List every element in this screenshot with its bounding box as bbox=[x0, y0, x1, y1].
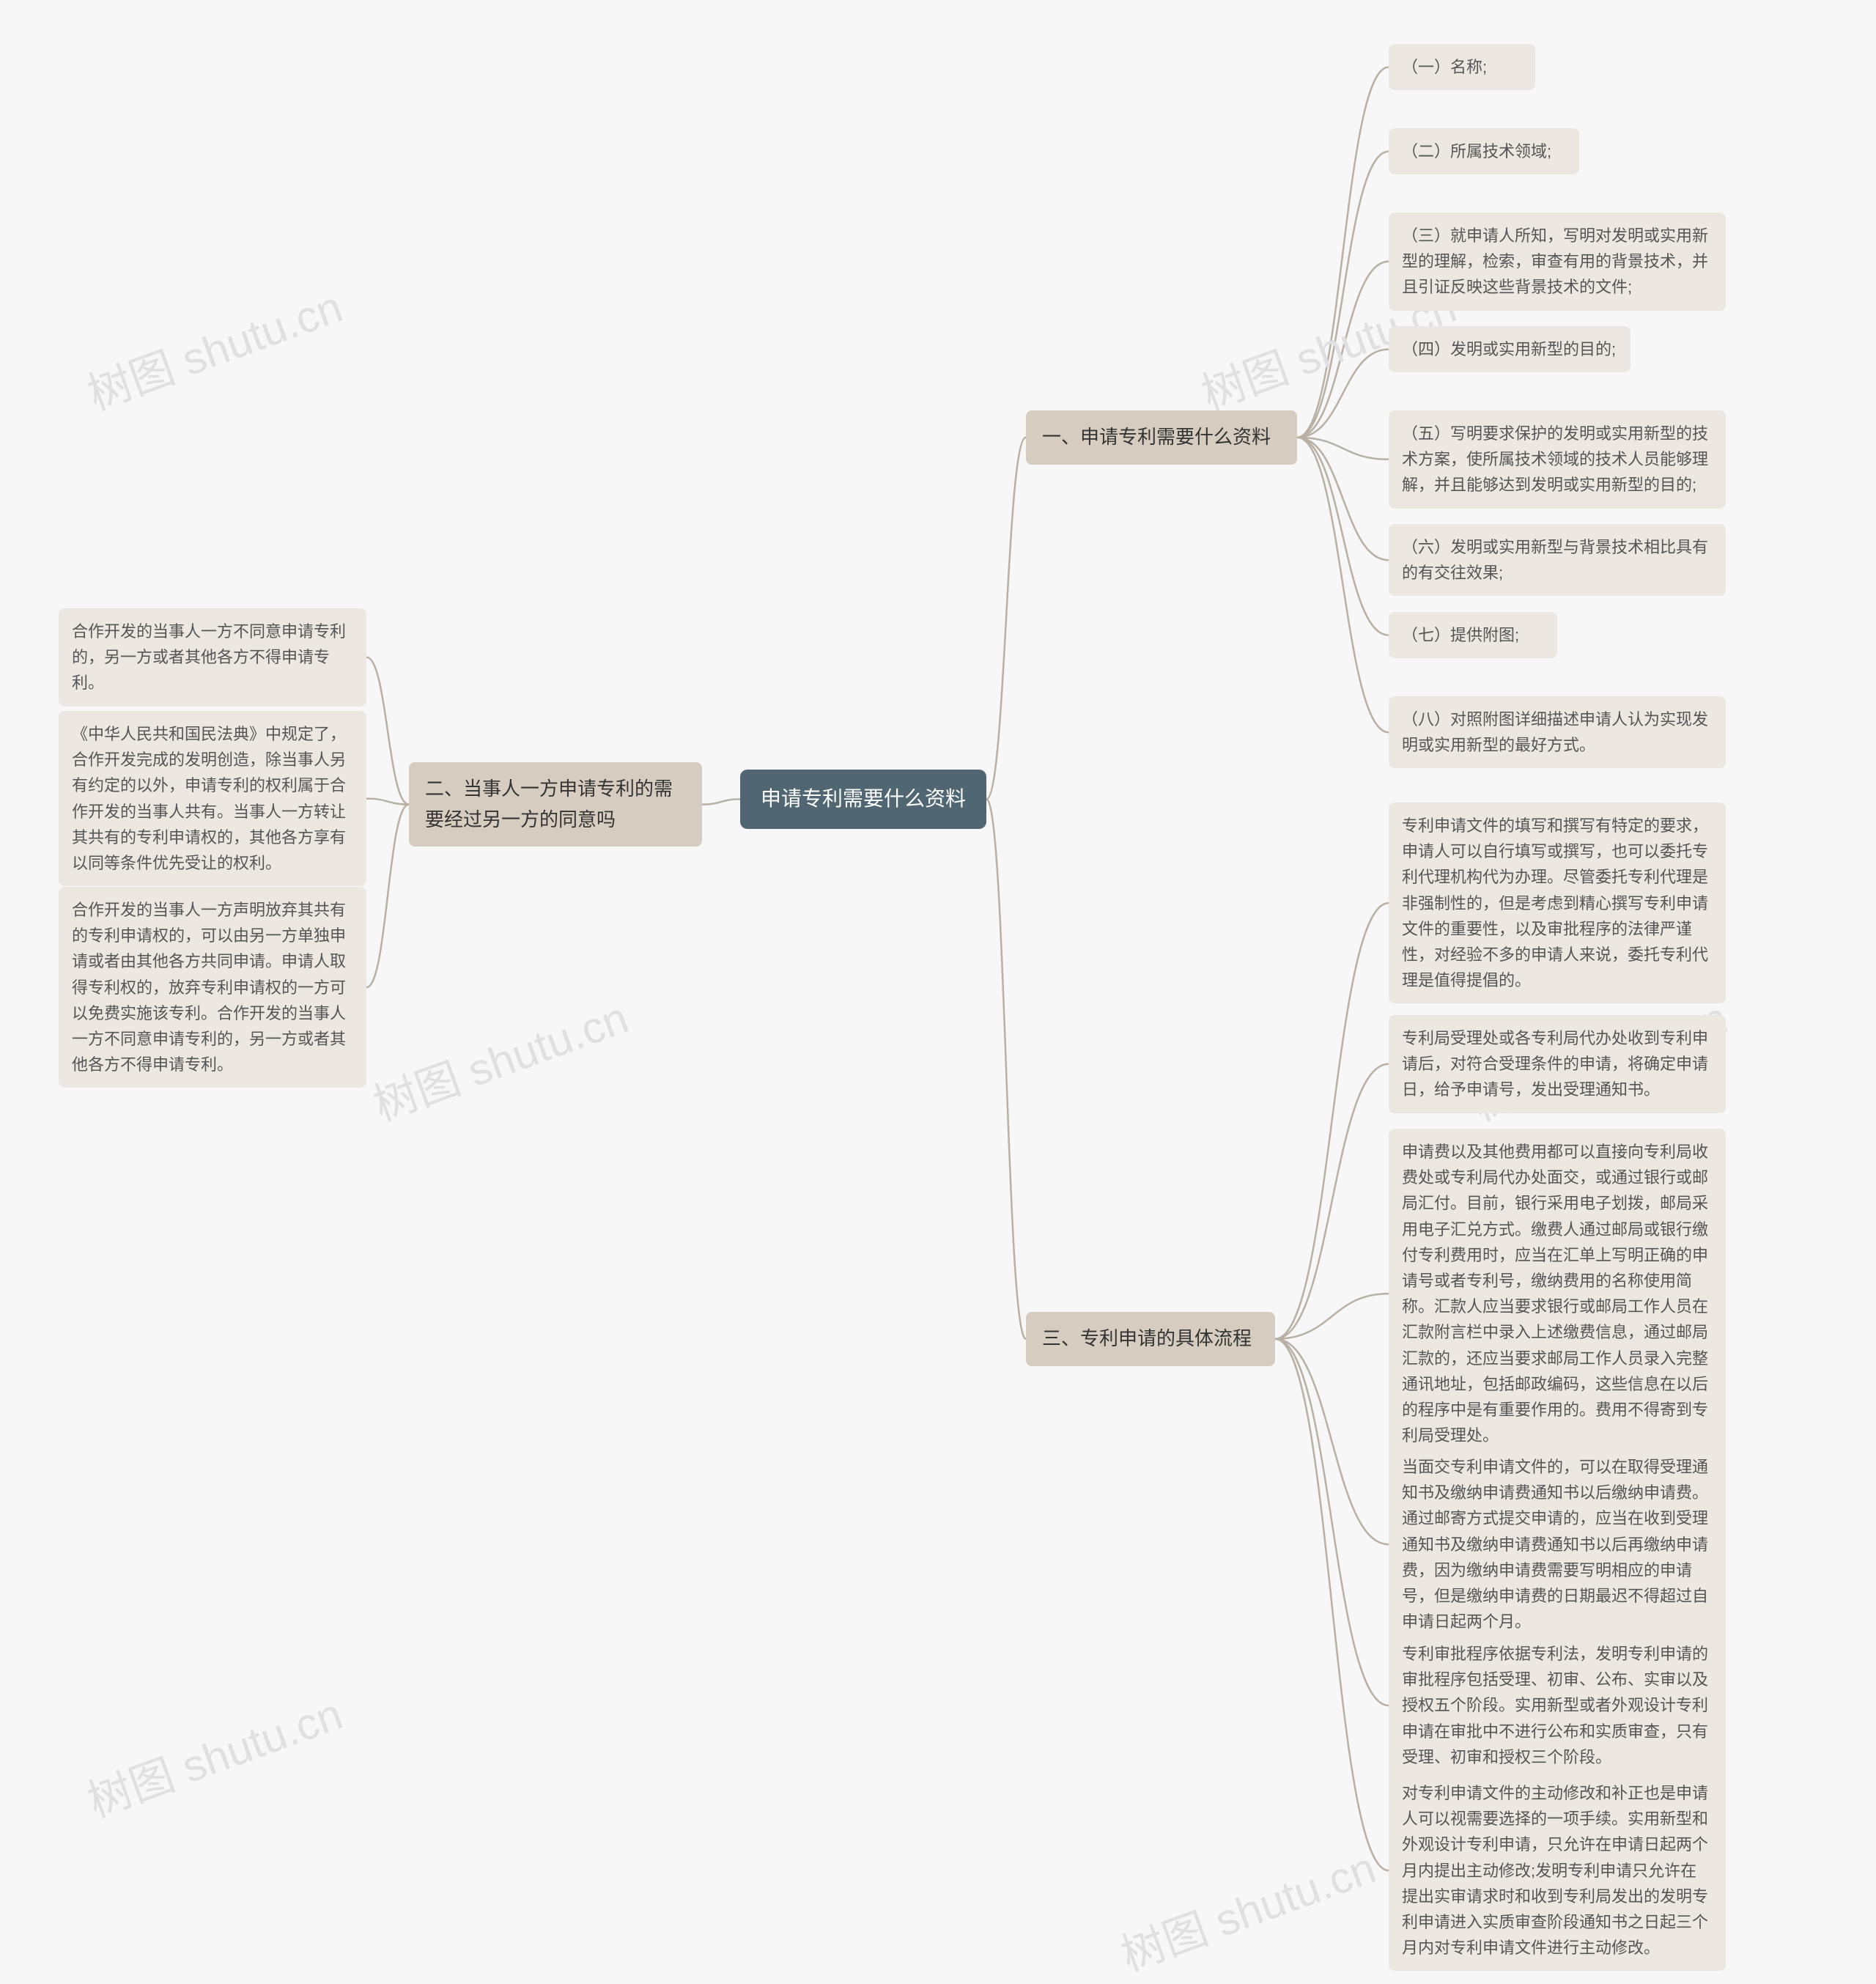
watermark: 树图 shutu.cn bbox=[78, 271, 350, 422]
leaf-node: 专利审批程序依据专利法，发明专利申请的审批程序包括受理、初审、公布、实审以及授权… bbox=[1389, 1631, 1726, 1780]
leaf-node: 《中华人民共和国民法典》中规定了，合作开发完成的发明创造，除当事人另有约定的以外… bbox=[59, 711, 366, 886]
leaf-node: （六）发明或实用新型与背景技术相比具有的有交往效果; bbox=[1389, 524, 1726, 596]
branch-node: 二、当事人一方申请专利的需要经过另一方的同意吗 bbox=[409, 762, 702, 847]
leaf-node: （一）名称; bbox=[1389, 44, 1535, 90]
branch-node: 三、专利申请的具体流程 bbox=[1026, 1312, 1275, 1366]
watermark: 树图 shutu.cn bbox=[78, 1678, 350, 1829]
leaf-node: （五）写明要求保护的发明或实用新型的技术方案，使所属技术领域的技术人员能够理解，… bbox=[1389, 410, 1726, 509]
leaf-node: 专利局受理处或各专利局代办处收到专利申请后，对符合受理条件的申请，将确定申请日，… bbox=[1389, 1015, 1726, 1113]
leaf-node: （七）提供附图; bbox=[1389, 612, 1557, 658]
root-node: 申请专利需要什么资料 bbox=[740, 770, 986, 829]
leaf-node: （二）所属技术领域; bbox=[1389, 128, 1579, 174]
leaf-node: 专利申请文件的填写和撰写有特定的要求，申请人可以自行填写或撰写，也可以委托专利代… bbox=[1389, 803, 1726, 1003]
leaf-node: 合作开发的当事人一方不同意申请专利的，另一方或者其他各方不得申请专利。 bbox=[59, 608, 366, 707]
watermark: 树图 shutu.cn bbox=[1111, 1832, 1383, 1983]
watermark: 树图 shutu.cn bbox=[363, 982, 635, 1133]
leaf-node: 当面交专利申请文件的，可以在取得受理通知书及缴纳申请费通知书以后缴纳申请费。通过… bbox=[1389, 1444, 1726, 1645]
leaf-node: 申请费以及其他费用都可以直接向专利局收费处或专利局代办处面交，或通过银行或邮局汇… bbox=[1389, 1129, 1726, 1459]
leaf-node: （四）发明或实用新型的目的; bbox=[1389, 326, 1631, 372]
leaf-node: （八）对照附图详细描述申请人认为实现发明或实用新型的最好方式。 bbox=[1389, 696, 1726, 768]
leaf-node: 对专利申请文件的主动修改和补正也是申请人可以视需要选择的一项手续。实用新型和外观… bbox=[1389, 1770, 1726, 1971]
leaf-node: 合作开发的当事人一方声明放弃其共有的专利申请权的，可以由另一方单独申请或者由其他… bbox=[59, 887, 366, 1088]
branch-node: 一、申请专利需要什么资料 bbox=[1026, 410, 1297, 465]
leaf-node: （三）就申请人所知，写明对发明或实用新型的理解，检索，审查有用的背景技术，并且引… bbox=[1389, 213, 1726, 311]
